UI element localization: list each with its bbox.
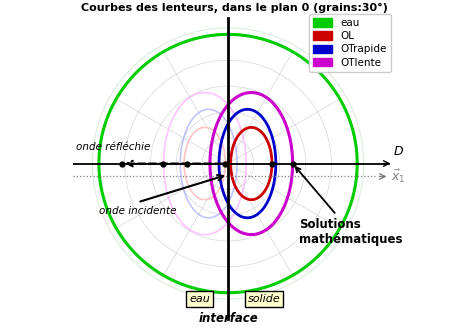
Text: D: D: [393, 145, 403, 158]
Text: onde incidente: onde incidente: [99, 206, 176, 216]
Text: solide: solide: [248, 294, 280, 304]
Text: interface: interface: [198, 312, 258, 325]
Text: onde réfléchie: onde réfléchie: [76, 142, 150, 152]
Text: Solutions
mathématiques: Solutions mathématiques: [296, 167, 402, 246]
Legend: eau, OL, OTrapide, OTlente: eau, OL, OTrapide, OTlente: [309, 14, 391, 72]
Text: eau: eau: [189, 294, 210, 304]
Text: $\vec{x}_1$: $\vec{x}_1$: [391, 168, 405, 185]
Title: Courbes des lenteurs, dans le plan 0 (grains:30°): Courbes des lenteurs, dans le plan 0 (gr…: [81, 3, 388, 13]
